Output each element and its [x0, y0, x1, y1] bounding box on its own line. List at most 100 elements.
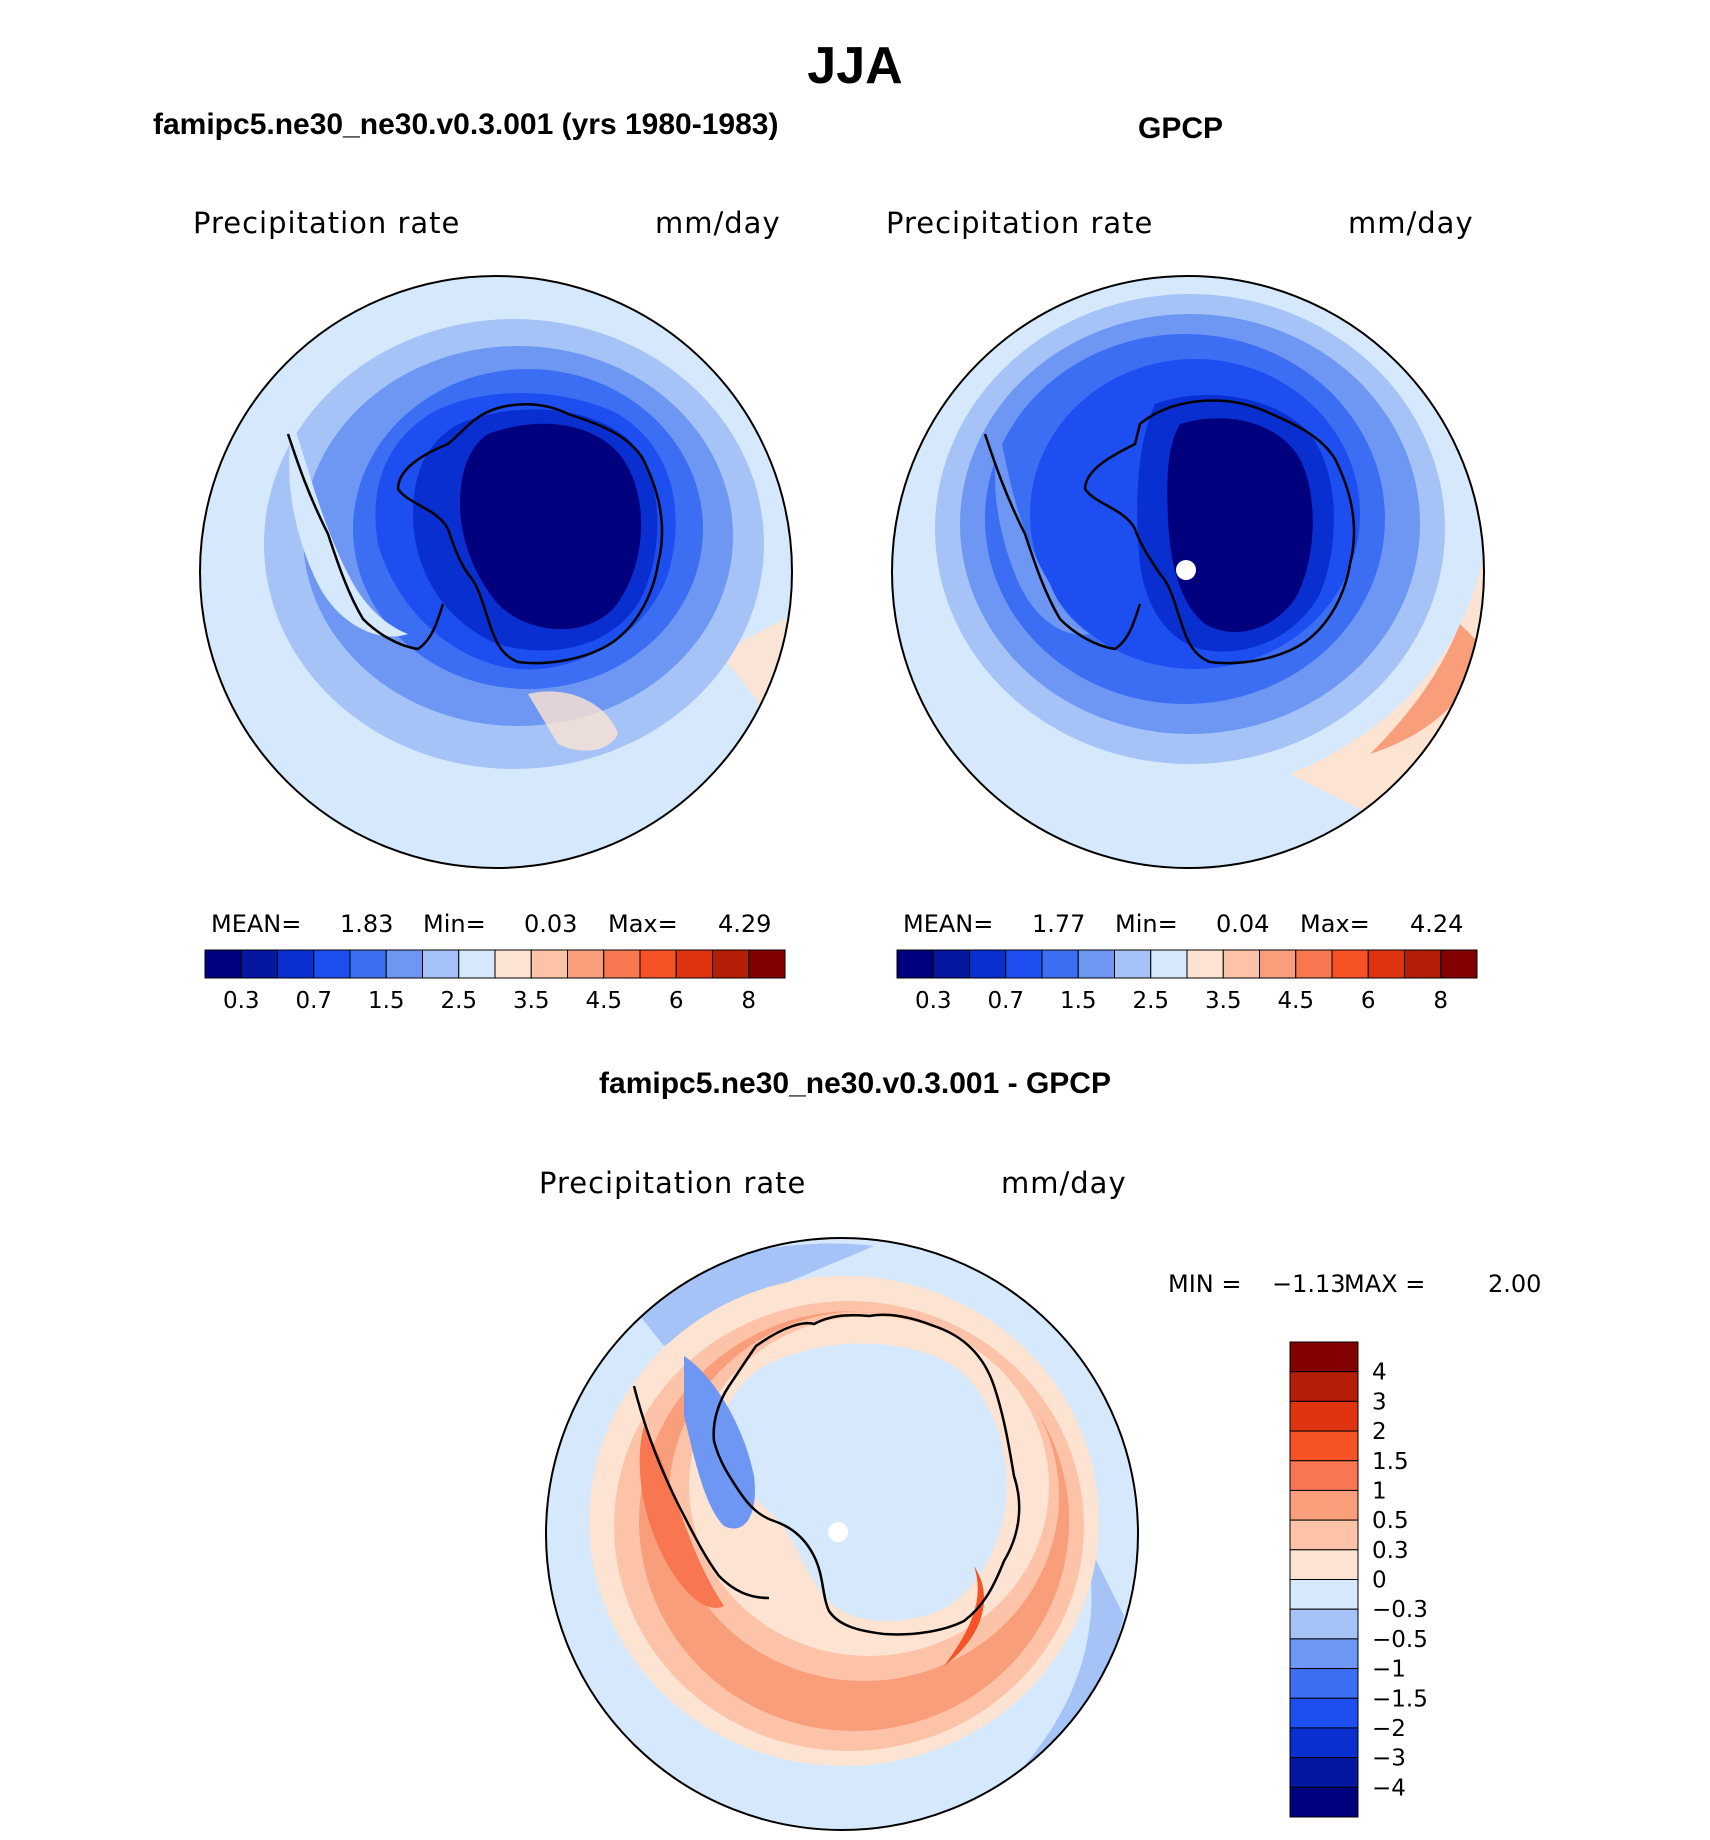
- panel-diff-variable: Precipitation rate: [539, 1166, 807, 1200]
- colorbar-right-tick-label: 3.5: [1205, 988, 1242, 1014]
- colorbar-left-swatch: [748, 949, 786, 979]
- colorbar-diff-swatch: [1289, 1638, 1359, 1670]
- colorbar-diff-tick-label: 0.3: [1372, 1538, 1409, 1564]
- colorbar-left-swatch: [603, 949, 641, 979]
- colorbar-diff-tick-label: 4: [1372, 1360, 1387, 1386]
- colorbar-diff-swatch: [1289, 1519, 1359, 1551]
- colorbar-diff-tick-label: −4: [1372, 1775, 1406, 1801]
- colorbar-diff-swatch: [1289, 1608, 1359, 1640]
- colorbar-diff-tick-label: 0.5: [1372, 1508, 1409, 1534]
- colorbar-left-tick-label: 1.5: [368, 988, 405, 1014]
- colorbar-right-swatch: [1005, 949, 1043, 979]
- colorbar-right-swatch: [1295, 949, 1333, 979]
- colorbar-diff-tick-label: 0: [1372, 1568, 1387, 1594]
- colorbar-diff-tick-label: −1.5: [1372, 1686, 1428, 1712]
- colorbar-right-swatch: [1041, 949, 1079, 979]
- left-max-label: Max=: [608, 910, 678, 938]
- colorbar-diff-swatch: [1289, 1549, 1359, 1580]
- colorbar-left-tick-label: 0.7: [295, 988, 332, 1014]
- panel-right-title: GPCP: [1138, 112, 1224, 145]
- colorbar-diff-swatch: [1289, 1430, 1359, 1462]
- colorbar-diff-tick-label: 3: [1372, 1389, 1387, 1415]
- map-diff: [545, 1237, 1139, 1831]
- panel-right-variable: Precipitation rate: [886, 206, 1154, 240]
- colorbar-right-tick-label: 0.3: [915, 988, 952, 1014]
- figure-title: JJA: [807, 37, 903, 95]
- colorbar-diff-swatch: [1289, 1341, 1359, 1373]
- colorbar-left-tick-label: 6: [669, 988, 684, 1014]
- colorbar-left-swatch: [567, 949, 605, 979]
- right-mean-value: 1.77: [1032, 910, 1086, 938]
- map-right: [891, 275, 1485, 869]
- panel-left-units: mm/day: [655, 206, 781, 240]
- right-min-label: Min=: [1115, 910, 1178, 938]
- right-mean-label: MEAN=: [903, 910, 994, 938]
- colorbar-diff-swatch: [1289, 1727, 1359, 1759]
- colorbar-left-swatch: [277, 949, 315, 979]
- colorbar-right-swatch: [1150, 949, 1188, 979]
- left-min-label: Min=: [423, 910, 486, 938]
- colorbar-left-tick-label: 2.5: [440, 988, 477, 1014]
- colorbar-diff-swatch: [1289, 1460, 1359, 1491]
- colorbar-left: 0.3 0.7 1.5 2.5 3.5 4.5 6 8: [204, 949, 786, 1014]
- colorbar-diff-swatch: [1289, 1786, 1359, 1818]
- right-max-label: Max=: [1300, 910, 1370, 938]
- colorbar-diff-tick-label: 2: [1372, 1419, 1387, 1445]
- colorbar-left-swatch: [385, 949, 423, 979]
- colorbar-diff-swatch: [1289, 1697, 1359, 1729]
- colorbar-diff: 4 3 2 1.5 1 0.5 0.3 0 −0.3 −0.5 −1 −1.5 −2 −3 −4: [1289, 1341, 1428, 1818]
- colorbar-diff-swatch: [1289, 1400, 1359, 1432]
- colorbar-right-tick-label: 0.7: [987, 988, 1024, 1014]
- colorbar-diff-swatch: [1289, 1489, 1359, 1521]
- panel-left-variable: Precipitation rate: [193, 206, 461, 240]
- colorbar-diff-tick-label: −0.5: [1372, 1627, 1428, 1653]
- colorbar-diff-swatch: [1289, 1371, 1359, 1402]
- colorbar-right-swatch: [969, 949, 1007, 979]
- left-min-value: 0.03: [524, 910, 578, 938]
- colorbar-diff-swatch: [1289, 1757, 1359, 1788]
- colorbar-diff-tick-label: −2: [1372, 1716, 1406, 1742]
- colorbar-diff-tick-label: −0.3: [1372, 1597, 1428, 1623]
- diff-min-value: −1.13: [1272, 1270, 1346, 1298]
- colorbar-left-swatch: [422, 949, 460, 979]
- right-max-value: 4.24: [1410, 910, 1464, 938]
- colorbar-left-swatch: [530, 949, 568, 979]
- map-left: [199, 275, 793, 869]
- colorbar-diff-tick-label: −1: [1372, 1657, 1406, 1683]
- colorbar-left-swatch: [675, 949, 713, 979]
- colorbar-diff-tick-label: 1.5: [1372, 1449, 1409, 1475]
- colorbar-right-swatch: [1404, 949, 1442, 979]
- colorbar-right-tick-label: 2.5: [1132, 988, 1169, 1014]
- colorbar-right-swatch: [1077, 949, 1115, 979]
- colorbar-diff-tick-label: −3: [1372, 1746, 1406, 1772]
- colorbar-left-swatch: [458, 949, 496, 979]
- diff-max-label: MAX =: [1344, 1270, 1426, 1298]
- panel-diff-title: famipc5.ne30_ne30.v0.3.001 - GPCP: [599, 1067, 1111, 1100]
- left-mean-label: MEAN=: [211, 910, 302, 938]
- panel-right-units: mm/day: [1348, 206, 1474, 240]
- colorbar-right-swatch: [1186, 949, 1224, 979]
- colorbar-right-swatch: [1114, 949, 1152, 979]
- colorbar-left-swatch: [712, 949, 750, 979]
- colorbar-diff-swatch: [1289, 1668, 1359, 1699]
- colorbar-right-swatch: [1222, 949, 1260, 979]
- left-mean-value: 1.83: [340, 910, 394, 938]
- colorbar-left-swatch: [204, 949, 242, 979]
- colorbar-left-tick-label: 0.3: [223, 988, 260, 1014]
- colorbar-left-swatch: [349, 949, 387, 979]
- panel-left-title: famipc5.ne30_ne30.v0.3.001 (yrs 1980-198…: [153, 108, 779, 141]
- colorbar-left-tick-label: 4.5: [585, 988, 622, 1014]
- colorbar-right-tick-label: 6: [1361, 988, 1376, 1014]
- diff-min-label: MIN =: [1168, 1270, 1242, 1298]
- colorbar-left-swatch: [494, 949, 532, 979]
- colorbar-diff-tick-label: 1: [1372, 1478, 1387, 1504]
- colorbar-right-swatch: [1259, 949, 1297, 979]
- colorbar-right-swatch: [1440, 949, 1478, 979]
- colorbar-right-tick-label: 4.5: [1277, 988, 1314, 1014]
- colorbar-right-tick-label: 8: [1433, 988, 1448, 1014]
- colorbar-left-swatch: [313, 949, 351, 979]
- right-min-value: 0.04: [1216, 910, 1270, 938]
- left-max-value: 4.29: [718, 910, 772, 938]
- colorbar-right-swatch: [1331, 949, 1369, 979]
- colorbar-diff-swatch: [1289, 1579, 1359, 1610]
